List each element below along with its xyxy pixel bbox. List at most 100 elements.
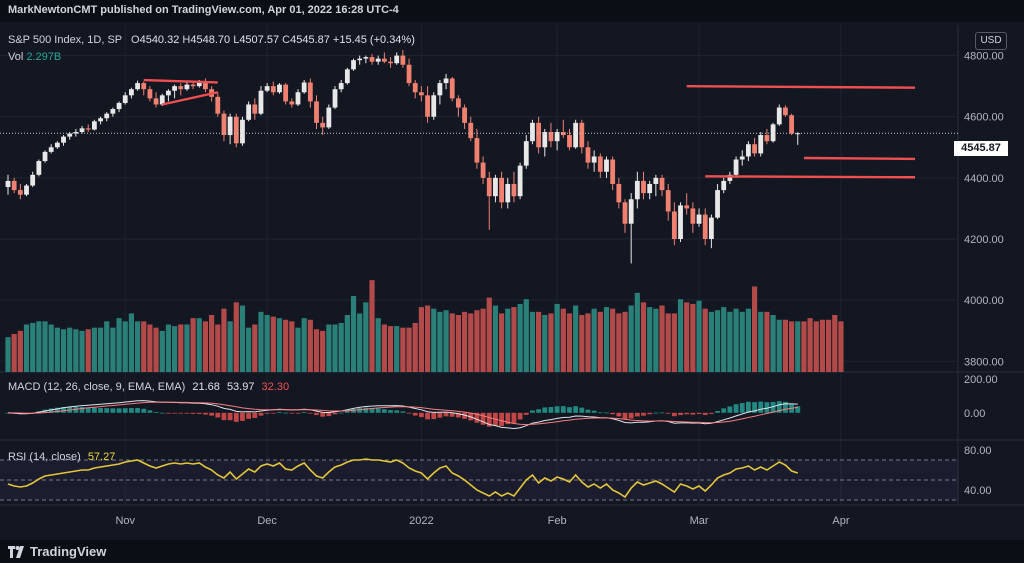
macd-histogram-bar (418, 412, 424, 418)
open-label: O (131, 34, 140, 46)
candle-body (184, 84, 190, 90)
volume-bar (455, 315, 462, 372)
volume-bar (579, 315, 585, 372)
macd-histogram-bar (721, 408, 727, 413)
candle-body (17, 190, 23, 195)
candle-body (147, 89, 153, 99)
macd-histogram-bar (344, 410, 350, 413)
volume-bar (751, 286, 758, 372)
volume-bar (677, 299, 684, 372)
close-label: C (282, 34, 291, 46)
macd-histogram-bar (122, 408, 128, 413)
candle-body (295, 92, 301, 105)
volume-bar (721, 307, 727, 372)
volume-bar (48, 324, 54, 372)
chart-area[interactable]: 4800.00 4600.00 4400.00 4200.00 4000.00 3800.… (0, 22, 1024, 540)
volume-bar (344, 315, 350, 372)
volume-bar (714, 310, 721, 372)
candle-body (357, 58, 363, 61)
footer: TradingView (0, 540, 1024, 563)
macd-histogram-bar (116, 408, 122, 413)
support-line (705, 175, 915, 179)
volume-bar (665, 313, 671, 372)
volume-bar (54, 327, 60, 372)
candle-body (758, 135, 764, 154)
candle-body (338, 83, 344, 90)
volume-bar (696, 300, 702, 372)
macd-histogram-bar (696, 412, 702, 414)
volume-bar (727, 311, 733, 372)
volume-bar (468, 313, 474, 372)
candle-body (628, 199, 634, 224)
macd-histogram-bar (659, 412, 665, 414)
macd-histogram-bar (474, 412, 480, 423)
volume-bar (375, 318, 381, 372)
candle-body (79, 128, 85, 133)
volume-bar (387, 326, 394, 372)
volume-legend: Vol 2.297B (8, 51, 61, 63)
macd-histogram-bar (110, 408, 116, 413)
tradingview-logo[interactable]: TradingView (8, 544, 106, 559)
candle-body (591, 156, 597, 163)
macd-histogram-bar (295, 412, 301, 414)
macd-histogram-bar (758, 401, 764, 413)
volume-bar (764, 311, 770, 372)
macd-histogram-bar (227, 412, 233, 421)
volume-bar (295, 327, 301, 372)
candle-body (363, 57, 369, 59)
volume-bar (585, 313, 591, 372)
macd-histogram-bar (579, 407, 585, 413)
volume-bar (597, 311, 603, 372)
macd-histogram-bar (172, 412, 177, 414)
macd-histogram-bar (48, 408, 54, 413)
volume-bar (276, 318, 283, 372)
volume-bar (202, 321, 209, 372)
volume-bar (104, 321, 110, 372)
macd-histogram-bar (752, 402, 757, 413)
candle-body (425, 95, 430, 117)
rsi-tick-label: 80.00 (964, 445, 992, 457)
volume-bar (301, 318, 307, 372)
close-value: 4545.87 (290, 34, 330, 46)
volume-bar (634, 292, 640, 372)
macd-histogram-bar (270, 412, 276, 414)
candle-body (764, 135, 770, 142)
volume-bar (659, 305, 665, 372)
macd-histogram-bar (480, 412, 486, 425)
macd-histogram-bar (233, 412, 239, 422)
volume-bar (381, 324, 387, 372)
macd-histogram-bar (61, 407, 66, 413)
candle-body (301, 82, 307, 93)
candle-body (418, 92, 424, 96)
candle-body (394, 55, 400, 64)
macd-histogram-bar (783, 401, 788, 413)
time-tick-label: Feb (548, 515, 567, 527)
macd-histogram-bar (388, 410, 393, 413)
candle-body (622, 202, 628, 224)
candle-body (344, 69, 350, 84)
candle-body (110, 109, 116, 114)
macd-signal-line (7, 401, 798, 426)
volume-bar (5, 337, 11, 372)
candle-body (141, 83, 147, 90)
volume-bar (591, 308, 597, 372)
currency-button[interactable]: USD (975, 32, 1007, 50)
candle-body (468, 122, 474, 139)
macd-histogram-bar (221, 412, 227, 421)
volume-bar (79, 330, 85, 372)
candle-body (653, 177, 659, 184)
candle-body (215, 96, 221, 114)
macd-histogram-bar (215, 412, 221, 418)
candle-body (462, 107, 467, 123)
macd-value-3: 32.30 (261, 381, 290, 393)
volume-value: 2.297B (26, 51, 62, 63)
flag-line (143, 78, 218, 84)
volume-bar (134, 321, 141, 372)
candle-body (246, 104, 252, 120)
candle-body (554, 132, 560, 142)
candle-body (536, 122, 542, 148)
volume-bar (36, 321, 42, 372)
macd-histogram-bar (98, 407, 103, 413)
volume-bar (363, 302, 369, 372)
volume-bar (461, 311, 468, 372)
